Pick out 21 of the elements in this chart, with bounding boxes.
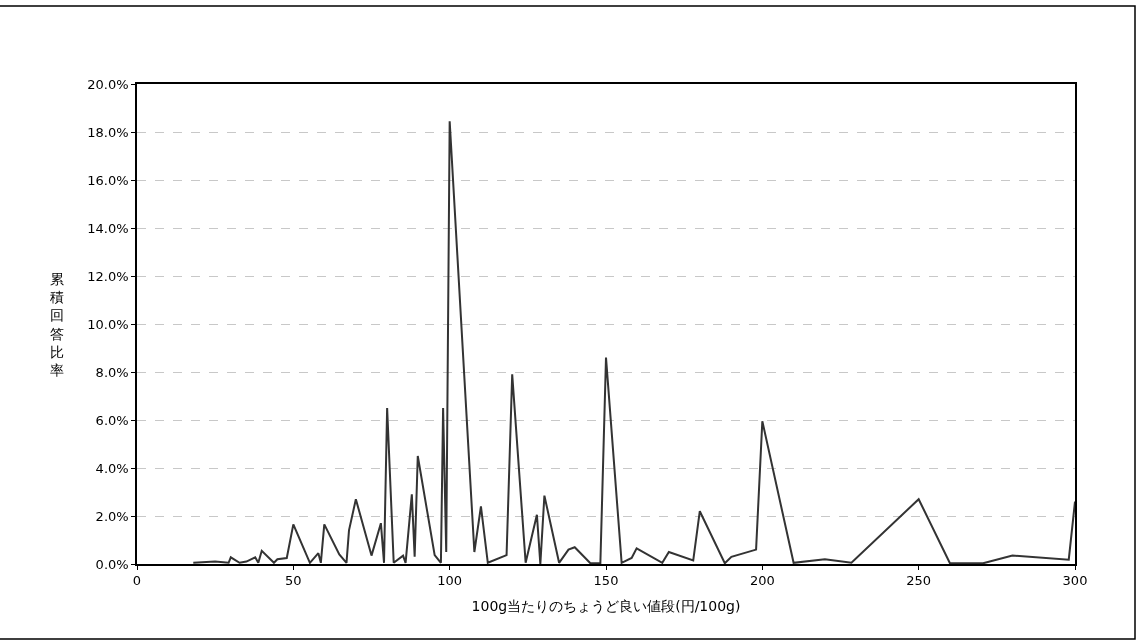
y-tick-label: 14.0% (87, 220, 129, 236)
y-tick-label: 8.0% (95, 364, 129, 380)
x-tick-label: 50 (285, 573, 302, 589)
y-tick-label: 0.0% (95, 556, 129, 572)
y-tick-label: 2.0% (95, 508, 129, 524)
x-tick-label: 300 (1062, 573, 1088, 589)
x-tick-label: 250 (906, 573, 932, 589)
y-tick-label: 4.0% (95, 460, 129, 476)
y-tick-label: 18.0% (87, 124, 129, 140)
y-axis-title: 累積回答比率 (50, 271, 64, 378)
x-tick-label: 200 (749, 573, 775, 589)
x-tick-label: 0 (132, 573, 142, 589)
x-tick-label: 150 (593, 573, 619, 589)
y-tick-label: 6.0% (95, 412, 129, 428)
x-tick-label: 100 (437, 573, 463, 589)
y-tick-label: 12.0% (87, 268, 129, 284)
y-tick-label: 16.0% (87, 172, 129, 188)
line-series (192, 120, 1075, 564)
y-tick-label: 10.0% (87, 316, 129, 332)
x-axis-title: 100g当たりのちょうど良い値段(円/100g) (471, 598, 741, 615)
y-tick-label: 20.0% (87, 76, 129, 92)
